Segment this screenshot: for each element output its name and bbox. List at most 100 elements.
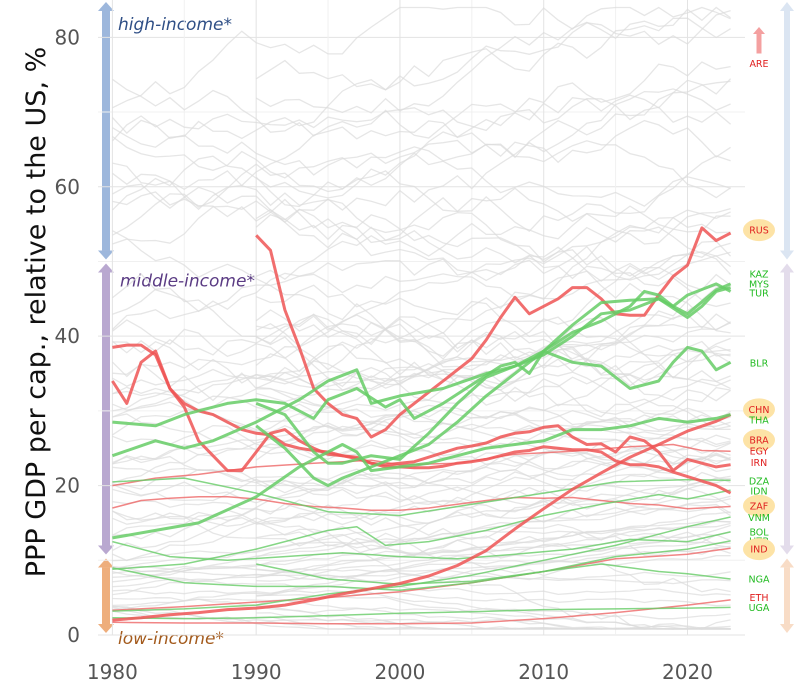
band-arrow-left-1-shaft xyxy=(102,272,110,546)
end-label-kaz: KAZ xyxy=(749,270,769,281)
background-country-line xyxy=(112,597,731,620)
band-arrow-right-1-head-up xyxy=(780,263,794,273)
series-line-idn xyxy=(112,489,731,571)
background-country-line xyxy=(256,503,731,525)
x-tick-labels: 1980 1990 2000 2010 2020 xyxy=(87,660,713,684)
y-tick-label: 40 xyxy=(55,324,80,348)
are-arrow-shaft xyxy=(756,34,762,54)
background-country-line xyxy=(112,413,731,484)
background-country-line xyxy=(255,309,731,364)
highlight-circle xyxy=(743,398,775,421)
y-tick-label: 80 xyxy=(55,25,80,49)
background-country-line xyxy=(112,230,731,353)
are-arrow-head xyxy=(753,27,765,34)
background-country-line xyxy=(112,466,731,502)
band-arrow-left-0-shaft xyxy=(102,11,110,251)
background-country-line xyxy=(256,314,731,379)
band-arrow-right-1-head-down xyxy=(780,545,794,555)
end-label-bol: BOL xyxy=(749,527,769,538)
end-label-zaf: ZAF xyxy=(750,501,768,512)
end-label-rus: RUS xyxy=(749,226,769,237)
y-axis-label: PPP GDP per cap., relative to the US, % xyxy=(21,47,52,577)
background-country-line xyxy=(112,512,731,593)
end-label-uga: UGA xyxy=(749,603,770,614)
background-country-line xyxy=(112,152,731,236)
band-arrow-right-0-head-down xyxy=(780,250,794,260)
background-country-line xyxy=(255,6,731,114)
background-country-line xyxy=(111,246,731,313)
background-country-line xyxy=(112,302,731,418)
series-line-irn xyxy=(111,349,731,473)
background-country-line xyxy=(112,511,731,596)
background-country-line xyxy=(112,78,732,139)
band-arrow-left-0-head-down xyxy=(98,250,114,260)
background-country-line xyxy=(112,162,732,275)
background-country-line xyxy=(112,477,731,513)
highlight-circle xyxy=(743,429,775,452)
x-tick-label: 2020 xyxy=(662,660,713,684)
band-label: middle-income* xyxy=(120,271,255,291)
background-country-line xyxy=(112,565,731,581)
background-country-line xyxy=(112,386,731,428)
background-country-line xyxy=(112,429,731,465)
background-country-line xyxy=(112,183,732,277)
x-tick-label: 2010 xyxy=(518,660,569,684)
end-label-tha: THA xyxy=(748,415,769,426)
highlight-circle xyxy=(743,494,775,517)
background-country-line xyxy=(112,209,731,375)
series-line-vnm xyxy=(112,516,731,612)
background-country-lines xyxy=(111,6,732,630)
series-line-nga xyxy=(112,563,731,591)
series-line-uga xyxy=(112,606,731,620)
background-country-line xyxy=(255,242,731,380)
background-country-line xyxy=(112,541,731,610)
band-arrow-right-2-head-down xyxy=(780,624,794,633)
background-country-line xyxy=(255,205,731,281)
background-country-line xyxy=(112,17,731,148)
band-arrow-right-2-head-up xyxy=(780,558,794,568)
background-country-line xyxy=(112,287,731,418)
background-country-line xyxy=(255,284,731,372)
series-line-chn xyxy=(112,413,732,622)
background-country-line xyxy=(255,208,731,301)
series-line-mys xyxy=(111,286,731,458)
background-country-line xyxy=(112,6,731,109)
band-label: low-income* xyxy=(118,629,224,649)
end-label-egy: EGY xyxy=(750,447,769,458)
background-country-line xyxy=(112,589,731,607)
background-country-line xyxy=(111,78,732,142)
band-arrow-left-2-head-up xyxy=(98,558,114,568)
background-country-line xyxy=(112,88,731,245)
band-arrow-left-2-head-down xyxy=(98,624,114,633)
band-arrow-left-0-head-up xyxy=(98,2,114,11)
background-country-line xyxy=(112,442,731,562)
background-country-line xyxy=(111,117,731,199)
y-tick-label: 0 xyxy=(67,623,80,647)
series-line-zaf xyxy=(112,496,731,511)
background-country-line xyxy=(255,9,731,91)
series-line-blr xyxy=(255,345,732,488)
series-line-bol xyxy=(112,531,731,562)
highlight-circle xyxy=(743,538,775,561)
end-label-vnm: VNM xyxy=(748,513,770,524)
background-country-line xyxy=(112,514,731,557)
end-label-irn: IRN xyxy=(751,458,768,469)
y-tick-label: 20 xyxy=(55,474,80,498)
background-country-line xyxy=(112,495,731,575)
highlight-circle xyxy=(743,219,775,242)
end-label-mys: MYS xyxy=(749,279,769,290)
band-label: high-income* xyxy=(118,15,232,35)
series-line-tur xyxy=(112,282,732,428)
background-country-line xyxy=(255,155,731,249)
band-arrow-right-0-shaft xyxy=(784,11,790,251)
background-country-line xyxy=(112,566,731,596)
series-line-dza xyxy=(112,477,731,517)
background-country-line xyxy=(111,270,731,334)
end-label-chn: CHN xyxy=(749,405,770,416)
x-tick-label: 1990 xyxy=(231,660,282,684)
background-country-line xyxy=(112,191,731,281)
series-line-tha xyxy=(112,413,731,540)
background-country-line xyxy=(112,344,731,412)
series-line-rus xyxy=(255,226,732,439)
